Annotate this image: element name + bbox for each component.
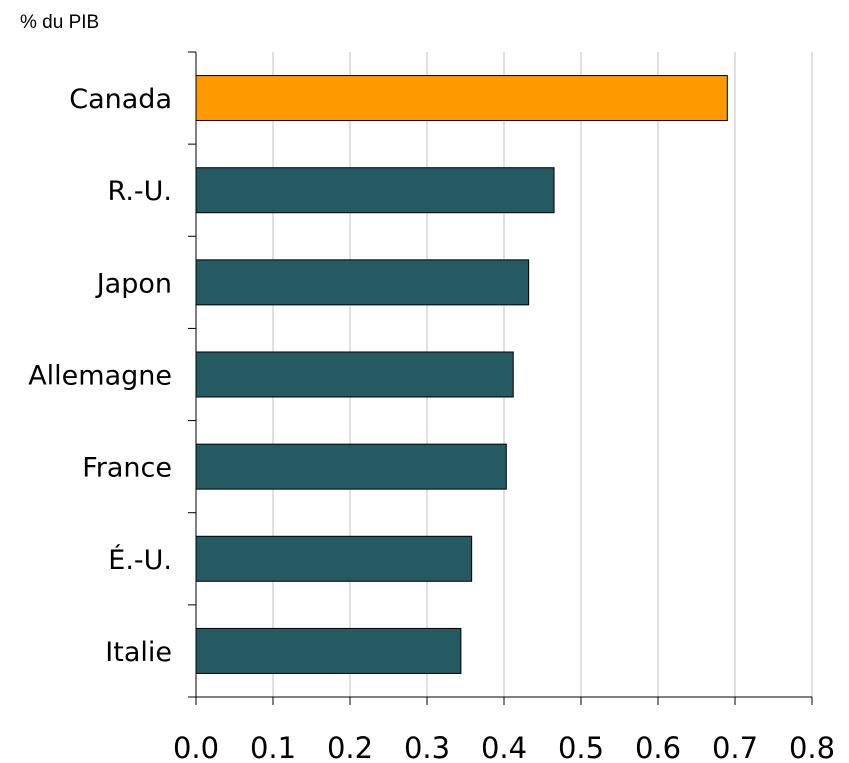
axes xyxy=(188,51,813,705)
bar-5 xyxy=(195,535,473,582)
category-label: Italie xyxy=(105,637,172,668)
x-tick-label: 0.1 xyxy=(250,731,296,763)
x-tick-label: 0.5 xyxy=(558,731,604,763)
bar-2 xyxy=(195,259,530,306)
bar-3 xyxy=(195,351,514,398)
x-tick-label: 0.2 xyxy=(327,731,373,763)
bars xyxy=(195,75,728,674)
bar-1 xyxy=(195,167,555,214)
category-label: R.-U. xyxy=(108,176,172,207)
x-tick-label: 0.0 xyxy=(173,731,219,763)
category-label: Allemagne xyxy=(28,361,172,392)
x-tick-label: 0.3 xyxy=(404,731,450,763)
labels: 0.0 0.1 0.2 0.3 0.4 0.5 0.6 0.7 0.8 Canada R.-U. Ja… xyxy=(28,84,835,763)
category-label: France xyxy=(82,453,172,484)
category-label: Canada xyxy=(69,84,172,115)
bar-4 xyxy=(195,443,507,490)
category-label: É.-U. xyxy=(108,544,172,576)
x-tick-label: 0.6 xyxy=(635,731,681,763)
x-tick-label: 0.7 xyxy=(712,731,758,763)
x-tick-label: 0.8 xyxy=(789,731,835,763)
bar-6 xyxy=(195,627,462,674)
bar-0 xyxy=(195,75,728,122)
category-label: Japon xyxy=(95,268,172,299)
x-tick-label: 0.4 xyxy=(481,731,527,763)
unit-label: % du PIB xyxy=(20,12,100,33)
